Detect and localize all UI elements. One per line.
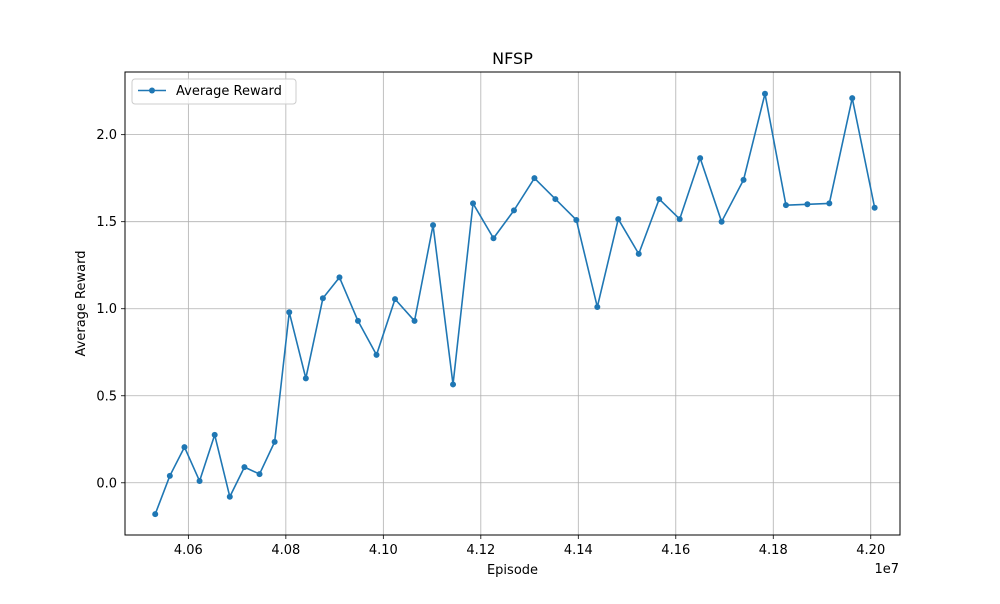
data-point bbox=[804, 201, 811, 208]
data-point bbox=[656, 196, 663, 203]
data-point bbox=[373, 351, 380, 358]
x-tick-label: 4.18 bbox=[759, 543, 788, 558]
data-point bbox=[430, 222, 437, 229]
data-point bbox=[740, 176, 747, 183]
data-point bbox=[181, 444, 188, 451]
data-point bbox=[552, 196, 559, 203]
y-axis-label: Average Reward bbox=[74, 251, 89, 357]
x-tick-label: 4.06 bbox=[174, 543, 203, 558]
plot-area-frame bbox=[124, 71, 901, 536]
data-point bbox=[490, 235, 497, 242]
data-point bbox=[271, 438, 278, 445]
x-axis-label: Episode bbox=[487, 563, 538, 578]
data-point bbox=[241, 464, 248, 471]
data-point bbox=[302, 375, 309, 382]
data-point bbox=[152, 511, 159, 518]
x-tick-label: 4.20 bbox=[856, 543, 885, 558]
data-point bbox=[615, 216, 622, 223]
data-point bbox=[849, 95, 856, 102]
data-point bbox=[594, 303, 601, 310]
data-point bbox=[871, 204, 878, 211]
y-tick-label: 0.5 bbox=[96, 389, 117, 404]
data-point bbox=[256, 471, 263, 478]
data-point bbox=[531, 175, 538, 182]
data-point bbox=[196, 478, 203, 485]
legend-label-average-reward: Average Reward bbox=[176, 84, 282, 99]
y-tick-label: 0.0 bbox=[96, 476, 117, 491]
data-point bbox=[470, 200, 477, 207]
y-tick-label: 1.5 bbox=[96, 215, 117, 230]
grid-lines bbox=[125, 72, 900, 535]
legend: Average Reward bbox=[131, 78, 297, 105]
legend-box bbox=[131, 78, 297, 105]
x-tick-label: 4.14 bbox=[564, 543, 593, 558]
data-point bbox=[697, 155, 704, 162]
data-point bbox=[336, 274, 343, 281]
data-point bbox=[782, 202, 789, 209]
data-point bbox=[718, 218, 725, 225]
data-point bbox=[354, 317, 361, 324]
data-point bbox=[510, 207, 517, 214]
data-point bbox=[635, 250, 642, 257]
data-point bbox=[411, 317, 418, 324]
series-layer bbox=[152, 90, 878, 518]
data-point bbox=[319, 295, 326, 302]
axis-ticks: 4.06 4.08 4.10 4.12 4.14 4.16 4.18 4.20 0.0 0.5 1.… bbox=[96, 128, 885, 558]
data-point bbox=[166, 472, 173, 479]
data-point bbox=[226, 493, 233, 500]
x-tick-label: 4.16 bbox=[661, 543, 690, 558]
x-tick-label: 4.12 bbox=[466, 543, 495, 558]
x-tick-label: 4.08 bbox=[271, 543, 300, 558]
data-point bbox=[826, 200, 833, 207]
data-point bbox=[676, 216, 683, 223]
data-point bbox=[392, 296, 399, 303]
x-tick-label: 4.10 bbox=[369, 543, 398, 558]
data-point bbox=[573, 216, 580, 223]
data-point bbox=[211, 431, 218, 438]
y-tick-label: 1.0 bbox=[96, 302, 117, 317]
data-point bbox=[450, 381, 457, 388]
legend-marker-average-reward bbox=[149, 87, 155, 94]
x-axis-offset-label: 1e7 bbox=[874, 562, 899, 577]
data-point bbox=[286, 309, 293, 316]
data-point bbox=[761, 90, 768, 97]
chart-title: NFSP bbox=[492, 49, 533, 68]
y-tick-label: 2.0 bbox=[96, 128, 117, 143]
